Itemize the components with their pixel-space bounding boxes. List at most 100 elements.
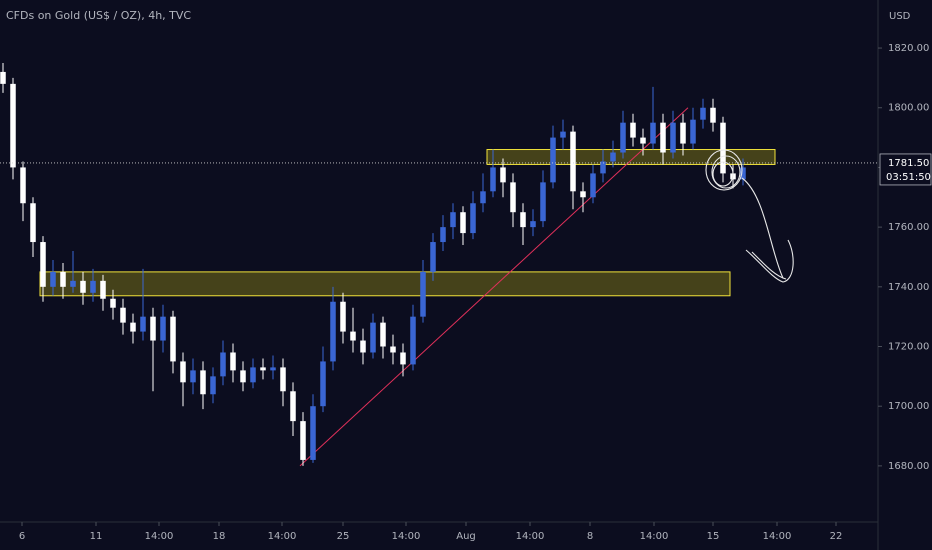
candle-body	[470, 203, 476, 234]
candle-body	[570, 131, 576, 192]
candle-body	[150, 316, 156, 341]
candle-body	[240, 370, 246, 383]
candle-body	[520, 212, 526, 228]
candle-body	[440, 227, 446, 243]
candle-body	[700, 107, 706, 120]
candle-body	[460, 212, 466, 234]
candle-body	[210, 376, 216, 395]
candle-body	[430, 242, 436, 272]
drawn-circle	[711, 155, 741, 189]
hand-drawing	[705, 149, 794, 283]
candle-body	[80, 280, 86, 293]
candle-body	[500, 167, 506, 183]
x-tick-label: 14:00	[640, 531, 669, 542]
candle-body	[260, 367, 266, 371]
drawn-arrow	[741, 177, 784, 279]
x-tick-label: 14:00	[516, 531, 545, 542]
candle-body	[40, 242, 46, 287]
drawn-circle	[705, 149, 743, 191]
drawn-circle	[712, 161, 734, 187]
candle-body	[480, 191, 486, 204]
plot-area	[0, 62, 776, 467]
price-label-box	[879, 153, 932, 186]
candle-body	[530, 221, 536, 228]
candle-body	[220, 352, 226, 377]
candle-body	[160, 316, 166, 341]
candle-body	[290, 391, 296, 422]
candle-body	[540, 182, 546, 222]
zone	[39, 271, 731, 297]
candle-body	[140, 316, 146, 332]
candle-body	[600, 161, 606, 174]
current-price-label: 1781.50	[888, 158, 929, 169]
candle-body	[640, 137, 646, 144]
x-tick-label: 8	[587, 531, 593, 542]
candle-body	[670, 122, 676, 153]
currency-label: USD	[889, 11, 911, 22]
candle-body	[560, 131, 566, 138]
x-tick-label: 14:00	[763, 531, 792, 542]
y-tick-label: 1820.00	[888, 43, 929, 54]
drawn-arrowhead	[751, 251, 787, 280]
candle-body	[190, 370, 196, 383]
candle-body	[30, 203, 36, 243]
y-tick-label: 1680.00	[888, 461, 929, 472]
candle-body	[310, 406, 316, 460]
x-tick-label: 15	[707, 531, 720, 542]
candle-body	[630, 122, 636, 138]
x-tick-label: 14:00	[268, 531, 297, 542]
chart-title: CFDs on Gold (US$ / OZ), 4h, TVC	[6, 9, 191, 22]
candle-body	[410, 316, 416, 365]
candle-body	[0, 71, 6, 84]
candle-body	[420, 271, 426, 317]
candle-body	[60, 271, 66, 287]
candle-body	[280, 367, 286, 392]
candle-body	[740, 167, 746, 180]
candle-body	[130, 322, 136, 332]
candle-body	[250, 367, 256, 383]
candle-body	[690, 119, 696, 144]
candle-body	[650, 122, 656, 144]
candle-body	[50, 271, 56, 287]
y-tick-label: 1700.00	[888, 401, 929, 412]
y-tick-label: 1760.00	[888, 222, 929, 233]
candle-body	[300, 421, 306, 460]
countdown-label: 03:51:50	[886, 172, 931, 183]
candle-body	[580, 191, 586, 198]
candle-body	[610, 152, 616, 162]
candle-body	[510, 182, 516, 213]
candle-body	[10, 83, 16, 168]
candle-body	[370, 322, 376, 353]
zone	[486, 149, 776, 165]
x-tick-label: 18	[213, 531, 226, 542]
candle-body	[70, 280, 76, 287]
candle-body	[200, 370, 206, 395]
candle-body	[110, 298, 116, 308]
candle-body	[710, 107, 716, 123]
x-tick-label: 22	[830, 531, 843, 542]
candle-body	[230, 352, 236, 371]
candle-body	[170, 316, 176, 362]
trendline	[299, 107, 689, 467]
candle-body	[660, 122, 666, 153]
candle-body	[490, 167, 496, 192]
y-tick-label: 1720.00	[888, 342, 929, 353]
candle-body	[350, 331, 356, 341]
x-tick-label: 6	[19, 531, 25, 542]
candle-body	[340, 301, 346, 332]
x-tick-label: Aug	[456, 531, 476, 542]
x-tick-label: 14:00	[145, 531, 174, 542]
x-tick-label: 14:00	[392, 531, 421, 542]
candle-body	[90, 280, 96, 293]
candle-body	[680, 122, 686, 144]
candle-body	[620, 122, 626, 153]
candle-body	[590, 173, 596, 198]
candle-body	[390, 346, 396, 353]
candle-body	[180, 361, 186, 383]
candle-body	[330, 301, 336, 362]
candle-body	[450, 212, 456, 228]
y-tick-label: 1800.00	[888, 103, 929, 114]
candle-body	[320, 361, 326, 407]
candle-body	[400, 352, 406, 365]
